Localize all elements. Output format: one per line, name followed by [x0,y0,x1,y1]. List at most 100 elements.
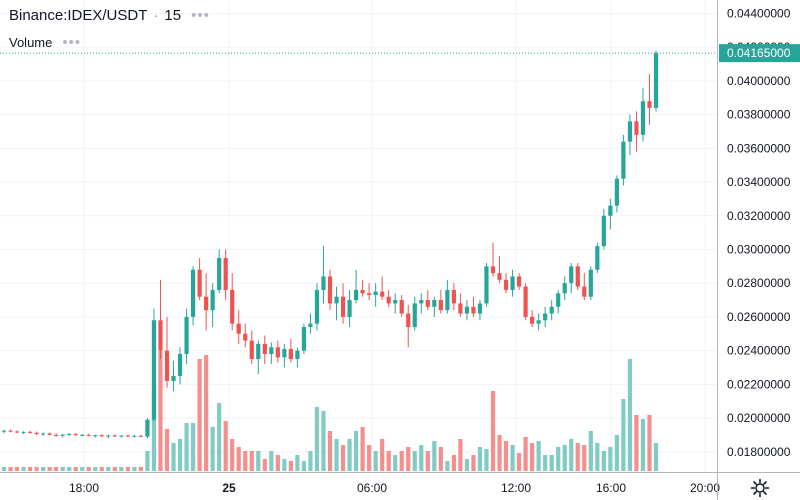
candle-body [125,435,130,437]
volume-bar [471,455,476,471]
volume-bar [8,467,13,471]
candle-body [151,320,157,420]
candle-body [301,327,307,351]
price-tick-label: 0.02400000 [727,344,791,358]
candle-body [373,291,378,295]
candle-body [27,431,33,433]
volume-bar [1,467,7,471]
volume-bar [34,467,39,471]
price-tick-label: 0.03800000 [727,108,791,122]
candle-body [458,303,463,314]
volume-bar [249,451,254,471]
price-tick-label: 0.01800000 [727,445,791,459]
price-tick-label: 0.02000000 [727,411,791,425]
volume-bar [14,467,20,471]
volume-bar [47,467,52,471]
volume-bar [158,351,163,471]
volume-bar [314,407,320,471]
volume-bar [125,467,130,471]
volume-bar [373,451,378,471]
price-tick-label: 0.03600000 [727,141,791,155]
gear-icon[interactable] [750,478,770,498]
candle-body [497,273,502,280]
volume-bar [80,467,85,471]
candle-body [575,266,580,287]
price-tick-label: 0.03000000 [727,242,791,256]
volume-bar [41,467,46,471]
volume-bar [106,467,111,471]
volume-bar [516,453,522,471]
volume-bar [204,355,209,471]
candle-body [347,300,352,317]
volume-bar [164,429,170,471]
volume-bar [490,391,496,471]
volume-bar [406,447,411,471]
legend-separator: · [153,7,159,24]
more-dots-icon[interactable]: ••• [191,7,210,24]
candle-body [601,215,606,247]
candle-body [99,435,104,437]
volume-bar [269,451,274,471]
volume-bar [523,437,528,471]
volume-label: Volume [9,35,53,50]
volume-bar [419,445,424,471]
candle-body [21,431,26,433]
volume-bar [569,439,574,471]
candle-body [393,300,398,304]
volume-bar [588,431,593,471]
candle-body [367,293,372,295]
volume-bar [262,459,267,471]
candle-body [432,300,437,307]
volume-bar [484,449,489,471]
candle-body [164,350,170,381]
time-tick-label: 06:00 [357,481,387,495]
candle-body [438,300,443,311]
candle-body [295,350,300,360]
candle-body [530,316,535,324]
more-dots-icon[interactable]: ••• [62,34,82,51]
candle-body [80,434,85,436]
volume-bar [230,439,235,471]
volume-bar [380,439,385,471]
candle-body [308,323,313,328]
volume-bar [503,441,509,471]
candle-body [184,316,189,354]
candle-body [562,283,567,294]
candle-body [425,300,430,307]
candle-body [86,434,91,436]
volume-bar [288,461,293,471]
candle-body [588,269,593,297]
price-tick-label: 0.02800000 [727,276,791,290]
candle-body [614,178,619,206]
candle-body [275,347,280,358]
volume-bar [393,455,398,471]
volume-bar [634,415,639,471]
volume-bar [171,443,176,471]
volume-bar [223,421,228,471]
last-price-label: 0.04165000 [727,46,791,60]
candle-body [608,205,613,216]
volume-bar [138,467,144,471]
volume-bar [27,467,33,471]
symbol-name[interactable]: Binance:IDEX/USDT [9,7,148,24]
volume-bar [73,467,78,471]
price-tick-label: 0.03400000 [727,175,791,189]
candle-body [119,435,124,437]
volume-bar [340,445,346,471]
candle-body [256,343,261,360]
candle-body [380,291,385,297]
candle-body [582,286,587,297]
volume-bar [308,451,313,471]
interval-label[interactable]: 15 [164,7,182,24]
time-tick-label: 16:00 [596,481,626,495]
volume-bar [640,419,646,471]
candle-body [353,289,359,301]
candle-body [647,101,652,108]
volume-bar [601,451,606,471]
time-tick-label: 18:00 [69,481,99,495]
candle-body [138,435,144,437]
candle-body [399,300,404,314]
volume-legend: Volume ••• [9,34,81,51]
volume-bar [530,443,535,471]
